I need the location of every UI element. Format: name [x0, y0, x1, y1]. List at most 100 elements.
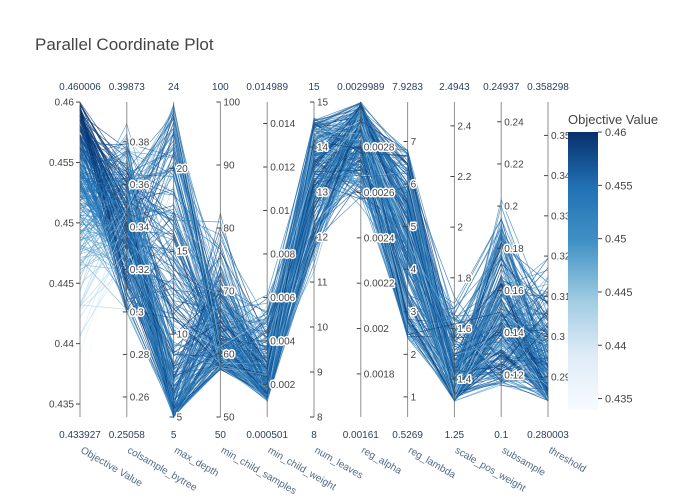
tick-label: 0.26: [130, 392, 150, 403]
tick-label-halo: 1: [411, 392, 417, 403]
tick-label-halo: 0.0018: [364, 369, 395, 380]
tick-label-halo: 7: [411, 137, 417, 148]
tick-label-halo: 0.22: [504, 159, 524, 170]
colorbar-title: Objective Value: [568, 112, 658, 127]
axis-range-min: 0.000501: [246, 430, 288, 441]
tick-label: 2: [457, 223, 463, 234]
tick-label: 10: [317, 323, 329, 334]
tick-label-halo: 0.16: [504, 286, 524, 297]
tick-label-halo: 0.3: [130, 307, 144, 318]
colorbar-tick-label: 0.46: [605, 127, 626, 139]
tick-label: 0.45: [55, 218, 75, 229]
axis-range-min: 0.1: [494, 430, 508, 441]
tick-label-halo: 1.8: [457, 273, 471, 284]
tick-label: 1.6: [457, 324, 471, 335]
tick-label: 0.435: [49, 400, 74, 411]
tick-label-halo: 0.006: [270, 293, 295, 304]
tick-label-halo: 15: [317, 98, 329, 109]
tick-label: 0.445: [49, 279, 74, 290]
axis-range-min: 0.280003: [527, 430, 569, 441]
axis-range-min: 0.433927: [59, 430, 101, 441]
tick-label-halo: 12: [317, 233, 329, 244]
tick-label: 0.33: [551, 211, 571, 222]
tick-label-halo: 0.18: [504, 244, 524, 255]
tick-label: 2: [411, 350, 417, 361]
tick-label-halo: 4: [411, 265, 417, 276]
tick-label-halo: 3: [411, 307, 417, 318]
tick-label: 0.38: [130, 137, 150, 148]
tick-label: 4: [411, 265, 417, 276]
axis-range-max: 0.358298: [527, 82, 569, 93]
colorbar-gradient: [568, 132, 598, 410]
tick-label-halo: 0.31: [551, 292, 571, 303]
tick-label-halo: 80: [223, 224, 235, 235]
tick-label: 1.4: [457, 375, 471, 386]
tick-label: 0.31: [551, 292, 571, 303]
tick-label: 50: [223, 413, 235, 424]
tick-label: 3: [411, 307, 417, 318]
axis-range-min: 0.00161: [343, 430, 380, 441]
tick-label: 0.35: [551, 131, 571, 142]
tick-label: 7: [411, 137, 417, 148]
tick-label-halo: 0.24: [504, 117, 524, 128]
tick-label-halo: 14: [317, 143, 329, 154]
tick-label: 90: [223, 161, 235, 172]
axis-range-min: 1.25: [445, 430, 465, 441]
tick-label-halo: 60: [223, 350, 235, 361]
axis-range-max: 0.460006: [59, 82, 101, 93]
tick-label-halo: 10: [317, 323, 329, 334]
tick-label: 0.455: [49, 158, 74, 169]
tick-label-halo: 0.46: [55, 98, 75, 109]
tick-label: 70: [223, 287, 235, 298]
tick-label-halo: 0.45: [55, 218, 75, 229]
tick-label: 0.0022: [364, 279, 395, 290]
tick-label: 5: [411, 222, 417, 233]
tick-label: 1: [411, 392, 417, 403]
axis-range-max: 0.014989: [246, 82, 288, 93]
tick-label: 0.0024: [364, 233, 395, 244]
tick-label: 0.46: [55, 98, 75, 109]
colorbar-tick-label: 0.45: [605, 234, 626, 246]
colorbar-ticks: 0.46 0.455 0.45 0.445 0.44 0.435: [598, 127, 633, 406]
tick-label-halo: 2: [411, 350, 417, 361]
tick-label-halo: 2.4: [457, 121, 471, 132]
tick-label-halo: 0.29: [551, 372, 571, 383]
tick-label: 60: [223, 350, 235, 361]
tick-label-halo: 5: [411, 222, 417, 233]
tick-label: 0.28: [130, 350, 150, 361]
tick-label-halo: 0.0022: [364, 279, 395, 290]
tick-label-halo: 70: [223, 287, 235, 298]
tick-label-halo: 0.12: [504, 370, 524, 381]
axis-range-min: 50: [215, 430, 227, 441]
tick-label: 0.014: [270, 119, 295, 130]
tick-label-halo: 0.012: [270, 162, 295, 173]
tick-label: 0.29: [551, 372, 571, 383]
tick-label: 20: [177, 164, 189, 175]
axis-range-max: 2.4943: [439, 82, 470, 93]
tick-label: 13: [317, 188, 329, 199]
axis-range-max: 15: [308, 82, 320, 93]
tick-label: 14: [317, 143, 329, 154]
tick-label-halo: 0.002: [270, 380, 295, 391]
tick-label-halo: 20: [177, 164, 189, 175]
tick-label-halo: 100: [223, 98, 240, 109]
axis-range-max: 100: [212, 82, 229, 93]
tick-label: 0.0018: [364, 369, 395, 380]
tick-label-halo: 11: [317, 278, 328, 289]
tick-label-halo: 15: [177, 247, 189, 258]
tick-label: 0.32: [130, 265, 150, 276]
axis-range-max: 0.39873: [109, 82, 146, 93]
chart-title: Parallel Coordinate Plot: [35, 35, 214, 54]
tick-label: 0.14: [504, 328, 524, 339]
tick-label-halo: 10: [177, 330, 189, 341]
axis-range-min: 0.25058: [109, 430, 146, 441]
tick-label-halo: 0.455: [49, 158, 74, 169]
tick-label-halo: 2.2: [457, 172, 471, 183]
tick-label-halo: 0.34: [130, 222, 150, 233]
tick-label-halo: 0.35: [551, 131, 571, 142]
tick-label-halo: 1.6: [457, 324, 471, 335]
tick-label-halo: 0.2: [504, 202, 518, 213]
tick-label-halo: 13: [317, 188, 329, 199]
tick-label: 0.012: [270, 162, 295, 173]
